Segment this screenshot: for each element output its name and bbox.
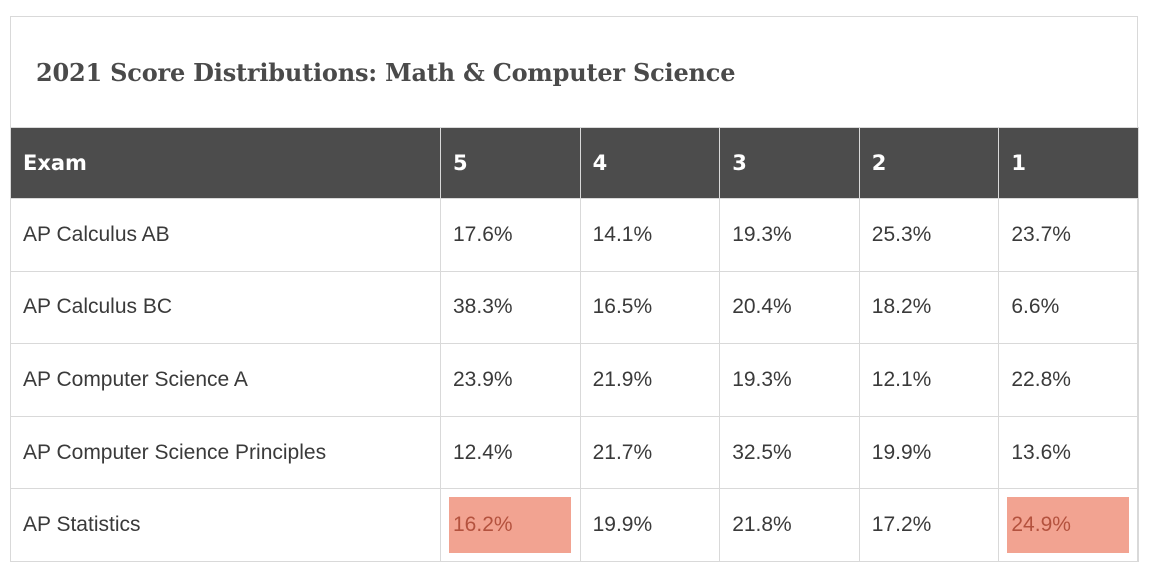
score-value: 22.8% [1011, 367, 1071, 391]
score-value: 6.6% [1011, 295, 1060, 319]
score-distribution-table: Exam 5 4 3 2 1 AP Calculus AB 17.6% 14.1% 1… [10, 127, 1139, 562]
table-title: 2021 Score Distributions: Math & Compute… [36, 57, 736, 87]
score-cell: 23.7% [998, 198, 1139, 272]
score-cell: 21.9% [579, 343, 721, 417]
score-value: 19.9% [592, 513, 653, 537]
highlight-marker [1007, 497, 1130, 554]
score-cell: 16.5% [579, 270, 721, 345]
exam-name-cell: AP Computer Science A [10, 343, 441, 417]
score-cell: 19.3% [719, 198, 860, 272]
score-value: 23.9% [453, 367, 513, 391]
table-row: AP Calculus AB 17.6% 14.1% 19.3% 25.3% 23.7% [10, 198, 1139, 272]
score-value: 12.1% [871, 367, 932, 391]
exam-name-cell: AP Computer Science Principles [10, 415, 441, 490]
table-row: AP Computer Science Principles 12.4% 21.7%… [10, 415, 1139, 490]
score-value: 19.3% [732, 222, 792, 246]
score-table-card: 2021 Score Distributions: Math & Compute… [10, 16, 1139, 562]
header-row: Exam 5 4 3 2 1 [10, 127, 1139, 199]
table-row: AP Computer Science A 23.9% 21.9% 19.3% 12.1… [10, 343, 1139, 417]
score-value: 21.8% [732, 513, 792, 537]
score-value: 17.2% [871, 513, 932, 537]
exam-name-cell: AP Calculus BC [10, 270, 441, 345]
score-cell: 16.2% [440, 488, 581, 562]
score-value: 20.4% [732, 295, 792, 319]
score-value: 13.6% [1011, 440, 1071, 464]
score-cell: 23.9% [440, 343, 581, 417]
header-score-3: 3 [719, 127, 860, 199]
score-value: 23.7% [1011, 222, 1071, 246]
score-cell: 21.8% [719, 488, 860, 562]
score-cell: 25.3% [858, 198, 1000, 272]
header-score-4: 4 [579, 127, 721, 199]
score-cell: 24.9% [998, 488, 1139, 562]
score-cell: 21.7% [579, 415, 721, 490]
score-cell: 12.1% [858, 343, 1000, 417]
table-row: AP Calculus BC 38.3% 16.5% 20.4% 18.2% 6.6% [10, 270, 1139, 345]
score-value: 16.2% [453, 513, 513, 537]
score-cell: 19.9% [579, 488, 721, 562]
score-cell: 32.5% [719, 415, 860, 490]
score-cell: 38.3% [440, 270, 581, 345]
header-score-5: 5 [440, 127, 581, 199]
score-cell: 13.6% [998, 415, 1139, 490]
header-exam: Exam [10, 127, 441, 199]
score-cell: 14.1% [579, 198, 721, 272]
highlight-marker [449, 497, 571, 554]
score-cell: 19.3% [719, 343, 860, 417]
score-value: 21.7% [592, 440, 653, 464]
score-value: 18.2% [871, 295, 932, 319]
score-value: 16.5% [592, 295, 653, 319]
score-value: 12.4% [453, 440, 513, 464]
score-value: 14.1% [592, 222, 653, 246]
score-value: 19.3% [732, 367, 792, 391]
score-cell: 22.8% [998, 343, 1139, 417]
table-row: AP Statistics 16.2% 19.9% 21.8% 17.2% 24.9% [10, 488, 1139, 562]
score-cell: 19.9% [858, 415, 1000, 490]
score-value: 17.6% [453, 222, 513, 246]
header-score-1: 1 [998, 127, 1139, 199]
score-value: 19.9% [871, 440, 932, 464]
score-cell: 17.2% [858, 488, 1000, 562]
score-value: 21.9% [592, 367, 653, 391]
score-cell: 20.4% [719, 270, 860, 345]
exam-name-cell: AP Calculus AB [10, 198, 441, 272]
score-cell: 18.2% [858, 270, 1000, 345]
exam-name-cell: AP Statistics [10, 488, 441, 562]
score-cell: 6.6% [998, 270, 1139, 345]
score-value: 38.3% [453, 295, 513, 319]
header-score-2: 2 [858, 127, 1000, 199]
score-value: 32.5% [732, 440, 792, 464]
score-cell: 17.6% [440, 198, 581, 272]
score-cell: 12.4% [440, 415, 581, 490]
score-value: 25.3% [871, 222, 932, 246]
score-value: 24.9% [1011, 513, 1071, 537]
